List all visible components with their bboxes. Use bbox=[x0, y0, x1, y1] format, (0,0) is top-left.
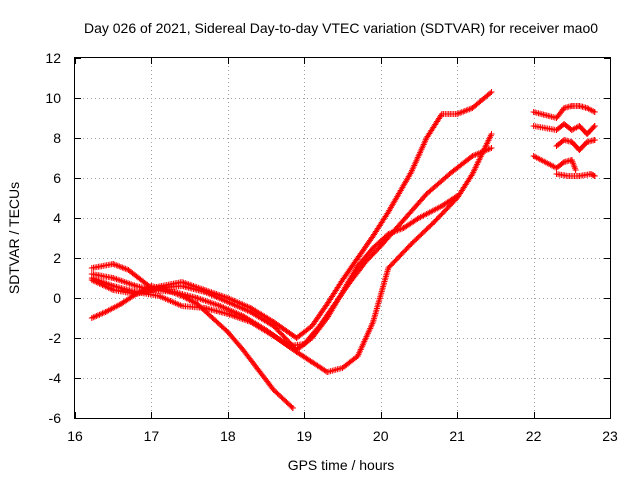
x-tick-label: 20 bbox=[373, 428, 389, 444]
series-10 bbox=[553, 171, 598, 179]
x-tick-label: 16 bbox=[67, 428, 83, 444]
plot-data bbox=[88, 89, 598, 411]
y-tick-label: 12 bbox=[45, 50, 61, 66]
x-tick-label: 17 bbox=[144, 428, 160, 444]
y-tick-label: -4 bbox=[49, 370, 62, 386]
series-6-markers bbox=[532, 103, 598, 121]
plot-frame bbox=[74, 57, 611, 419]
series-7 bbox=[530, 121, 598, 137]
y-axis-label: SDTVAR / TECUs bbox=[6, 182, 22, 294]
x-tick-label: 18 bbox=[220, 428, 236, 444]
y-tick-label: 10 bbox=[45, 90, 61, 106]
series-5 bbox=[88, 193, 461, 353]
x-tick-label: 19 bbox=[296, 428, 312, 444]
x-tick-label: 23 bbox=[602, 428, 618, 444]
x-tick-label: 21 bbox=[449, 428, 465, 444]
y-tick-label: 4 bbox=[53, 210, 61, 226]
series-9-markers bbox=[532, 153, 579, 173]
y-tick-label: -6 bbox=[49, 410, 62, 426]
x-axis-label: GPS time / hours bbox=[288, 457, 395, 473]
series-5-markers bbox=[90, 193, 461, 353]
axes: 16 17 18 19 20 21 22 23 -6 -4 -2 0 2 4 6 8 10 12 bbox=[45, 50, 618, 444]
grid bbox=[75, 58, 610, 418]
series-9 bbox=[530, 153, 579, 173]
y-tick-label: 6 bbox=[53, 170, 61, 186]
y-tick-label: 8 bbox=[53, 130, 61, 146]
series-8-markers bbox=[554, 137, 598, 153]
series-6 bbox=[530, 103, 598, 121]
series-10-markers bbox=[555, 171, 598, 179]
x-tick-label: 22 bbox=[526, 428, 542, 444]
y-tick-label: 2 bbox=[53, 250, 61, 266]
series-8 bbox=[553, 137, 598, 153]
y-tick-label: -2 bbox=[49, 330, 62, 346]
series-7-markers bbox=[532, 121, 598, 137]
chart-title: Day 026 of 2021, Sidereal Day-to-day VTE… bbox=[84, 20, 598, 36]
y-tick-label: 0 bbox=[53, 290, 61, 306]
